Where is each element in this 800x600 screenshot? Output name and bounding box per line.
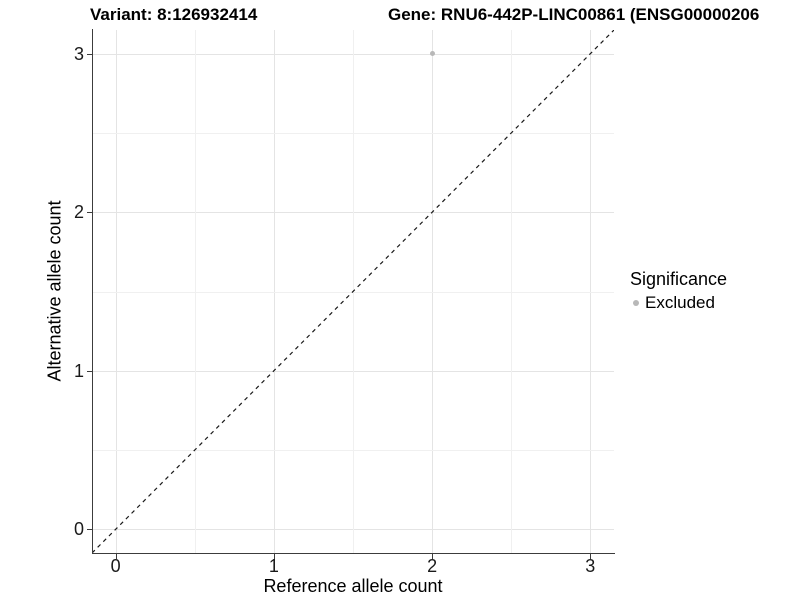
plot-title-gene: Gene: RNU6-442P-LINC00861 (ENSG00000206 [388, 5, 760, 24]
y-tick-mark [87, 53, 92, 55]
y-axis-line [92, 29, 93, 554]
gridline-minor-v [194, 30, 196, 553]
x-axis-title: Reference allele count [263, 576, 443, 596]
x-tick-mark [273, 554, 275, 559]
y-tick-mark [87, 370, 92, 372]
x-tick-label: 0 [110, 556, 121, 576]
y-tick-label: 0 [73, 519, 84, 540]
reference-line-layer [92, 30, 614, 553]
y-tick-mark [87, 529, 92, 531]
y-axis-title: Alternative allele count [44, 200, 65, 382]
x-tick-mark [590, 554, 592, 559]
plot-panel [92, 30, 614, 553]
legend: Significance Excluded [630, 269, 727, 313]
x-tick-mark [115, 554, 117, 559]
y-tick-label: 2 [73, 202, 84, 223]
y-tick-label: 1 [73, 360, 84, 381]
data-point [429, 51, 435, 57]
x-tick-label: 2 [427, 556, 438, 576]
legend-item-label: Excluded [645, 293, 715, 312]
excluded-point-icon [630, 297, 642, 309]
x-tick-label: 3 [585, 556, 596, 576]
x-tick-mark [432, 554, 434, 559]
legend-title: Significance [630, 269, 728, 289]
x-axis-line [92, 553, 615, 554]
legend-item-excluded: Excluded [630, 293, 727, 313]
identity-dashed-line [92, 30, 614, 553]
gridline-minor-v [511, 30, 513, 553]
x-tick-label: 1 [268, 556, 279, 576]
plot-title-variant: Variant: 8:126932414 [90, 5, 258, 24]
y-tick-label: 3 [73, 43, 84, 64]
y-tick-mark [87, 212, 92, 214]
